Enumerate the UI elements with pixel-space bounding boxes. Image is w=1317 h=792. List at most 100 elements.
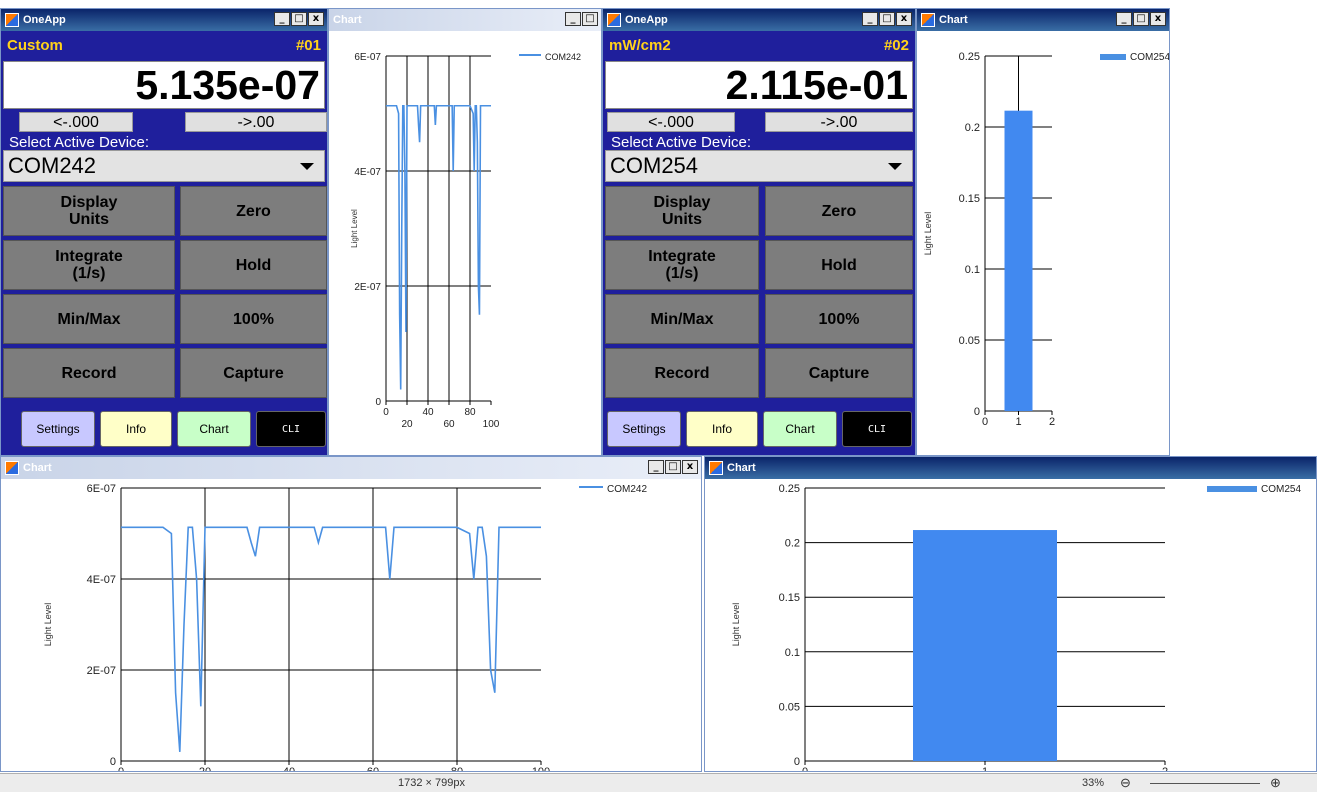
chart-button[interactable]: Chart xyxy=(763,411,837,447)
y-axis-label: Light Level xyxy=(350,209,359,248)
legend-label: COM242 xyxy=(607,484,647,495)
maximize-icon[interactable]: □ xyxy=(665,460,681,474)
chart-titlebar[interactable]: Chart _ □ x xyxy=(917,9,1169,31)
chart-titlebar[interactable]: Chart xyxy=(705,457,1316,479)
chevron-down-icon xyxy=(300,163,314,170)
integrate-button[interactable]: Integrate (1/s) xyxy=(3,240,175,290)
window-title: Chart xyxy=(333,14,362,26)
x-tick-label: 1 xyxy=(1015,416,1021,428)
legend-swatch xyxy=(1100,54,1126,60)
y-tick-label: 0.15 xyxy=(959,193,980,205)
hundred-percent-button[interactable]: 100% xyxy=(180,294,327,344)
maximize-icon[interactable]: □ xyxy=(1133,12,1149,26)
cli-button[interactable]: CLI xyxy=(842,411,912,447)
settings-button[interactable]: Settings xyxy=(21,411,95,447)
chart-titlebar[interactable]: Chart _ □ x xyxy=(1,457,701,479)
chart-window-4: Chart 0 0.05 0.1 0.15 0.2 0.25 0 1 2 Light Level C… xyxy=(704,456,1317,772)
record-button[interactable]: Record xyxy=(3,348,175,398)
decimal-right-button[interactable]: ->.00 xyxy=(765,112,913,132)
zero-button[interactable]: Zero xyxy=(180,186,327,236)
zero-button[interactable]: Zero xyxy=(765,186,913,236)
oneapp-titlebar[interactable]: OneApp _ □ x xyxy=(1,9,327,31)
display-units-button[interactable]: Display Units xyxy=(605,186,759,236)
min-max-button[interactable]: Min/Max xyxy=(605,294,759,344)
info-button[interactable]: Info xyxy=(100,411,172,447)
y-tick-label: 2E-07 xyxy=(87,665,116,677)
hold-button[interactable]: Hold xyxy=(180,240,327,290)
decimal-right-button[interactable]: ->.00 xyxy=(185,112,327,132)
y-tick-label: 0 xyxy=(974,406,980,418)
device-number: #01 xyxy=(295,37,321,54)
x-tick-label: 100 xyxy=(532,766,550,772)
close-icon[interactable]: x xyxy=(308,12,324,26)
record-button[interactable]: Record xyxy=(605,348,759,398)
window-title: OneApp xyxy=(625,14,668,26)
hundred-percent-button[interactable]: 100% xyxy=(765,294,913,344)
maximize-icon[interactable]: □ xyxy=(582,12,598,26)
legend-swatch xyxy=(1207,486,1257,492)
app-icon xyxy=(5,13,19,27)
minimize-icon[interactable]: _ xyxy=(1116,12,1132,26)
minimize-icon[interactable]: _ xyxy=(274,12,290,26)
y-tick-label: 4E-07 xyxy=(354,167,381,178)
capture-button[interactable]: Capture xyxy=(180,348,327,398)
line-chart: 0 2E-07 4E-07 6E-07 0 20 40 60 80 100 Light Level C… xyxy=(43,483,647,772)
y-tick-label: 0.1 xyxy=(785,647,800,659)
y-tick-label: 0.1 xyxy=(965,264,980,276)
window-title: Chart xyxy=(23,462,52,474)
maximize-icon[interactable]: □ xyxy=(291,12,307,26)
zoom-level: 33% xyxy=(1082,777,1105,789)
hold-button[interactable]: Hold xyxy=(765,240,913,290)
x-tick-label: 80 xyxy=(464,407,476,418)
chart-area: 0 2E-07 4E-07 6E-07 0 20 40 60 80 100 Light Level C… xyxy=(1,479,701,771)
minimize-icon[interactable]: _ xyxy=(648,460,664,474)
series-line xyxy=(386,104,491,390)
zoom-in-icon[interactable]: ⊕ xyxy=(1270,775,1281,790)
close-icon[interactable]: x xyxy=(896,12,912,26)
decimal-left-button[interactable]: <-.000 xyxy=(19,112,133,132)
series-line xyxy=(121,526,541,752)
window-title: Chart xyxy=(727,462,756,474)
close-icon[interactable]: x xyxy=(682,460,698,474)
close-icon[interactable]: x xyxy=(1150,12,1166,26)
oneapp-body: Custom #01 5.135e-07 <-.000 ->.00 Select… xyxy=(1,31,327,455)
x-tick-label: 100 xyxy=(483,419,500,430)
chart-area: 0 0.05 0.1 0.15 0.2 0.25 0 1 2 Light Level COM254 xyxy=(705,479,1316,771)
chart-titlebar[interactable]: Chart _ □ xyxy=(329,9,601,31)
unit-label: mW/cm2 xyxy=(609,37,671,54)
zoom-out-icon[interactable]: ⊖ xyxy=(1120,775,1131,790)
device-select[interactable]: COM242 xyxy=(3,150,325,182)
min-max-button[interactable]: Min/Max xyxy=(3,294,175,344)
settings-button[interactable]: Settings xyxy=(607,411,681,447)
chart-window-3: Chart _ □ x 0 2E-07 4E-07 6E-07 0 20 40 60 80 100… xyxy=(0,456,702,772)
y-tick-label: 0.05 xyxy=(779,701,800,713)
image-dimensions: 1732 × 799px xyxy=(398,777,465,789)
device-select-value: COM242 xyxy=(8,153,97,178)
legend-swatch xyxy=(579,486,603,488)
reading-display: 2.115e-01 xyxy=(605,61,913,109)
minimize-icon[interactable]: _ xyxy=(862,12,878,26)
integrate-button[interactable]: Integrate (1/s) xyxy=(605,240,759,290)
decimal-left-button[interactable]: <-.000 xyxy=(607,112,735,132)
y-tick-label: 0.2 xyxy=(785,538,800,550)
unit-label: Custom xyxy=(7,37,63,54)
cli-button[interactable]: CLI xyxy=(256,411,326,447)
capture-button[interactable]: Capture xyxy=(765,348,913,398)
display-units-button[interactable]: Display Units xyxy=(3,186,175,236)
x-tick-label: 80 xyxy=(451,766,463,772)
y-tick-label: 2E-07 xyxy=(354,282,381,293)
maximize-icon[interactable]: □ xyxy=(879,12,895,26)
line-chart: 0 2E-07 4E-07 6E-07 0 20 40 60 80 100 Light Level C… xyxy=(350,52,581,430)
chart-area: 0 2E-07 4E-07 6E-07 0 20 40 60 80 100 Light Level C… xyxy=(329,31,601,455)
chart-window-1: Chart _ □ 0 2E-07 4E-07 6E-07 0 20 40 60 80 100 Li… xyxy=(328,8,602,456)
info-button[interactable]: Info xyxy=(686,411,758,447)
y-tick-label: 0 xyxy=(110,756,116,768)
minimize-icon[interactable]: _ xyxy=(565,12,581,26)
legend-label: COM254 xyxy=(1261,484,1301,495)
device-select[interactable]: COM254 xyxy=(605,150,913,182)
oneapp-titlebar[interactable]: OneApp _ □ x xyxy=(603,9,915,31)
zoom-slider[interactable] xyxy=(1150,783,1260,784)
chart-button[interactable]: Chart xyxy=(177,411,251,447)
bar xyxy=(1004,110,1033,412)
select-device-label: Select Active Device: xyxy=(611,134,752,151)
